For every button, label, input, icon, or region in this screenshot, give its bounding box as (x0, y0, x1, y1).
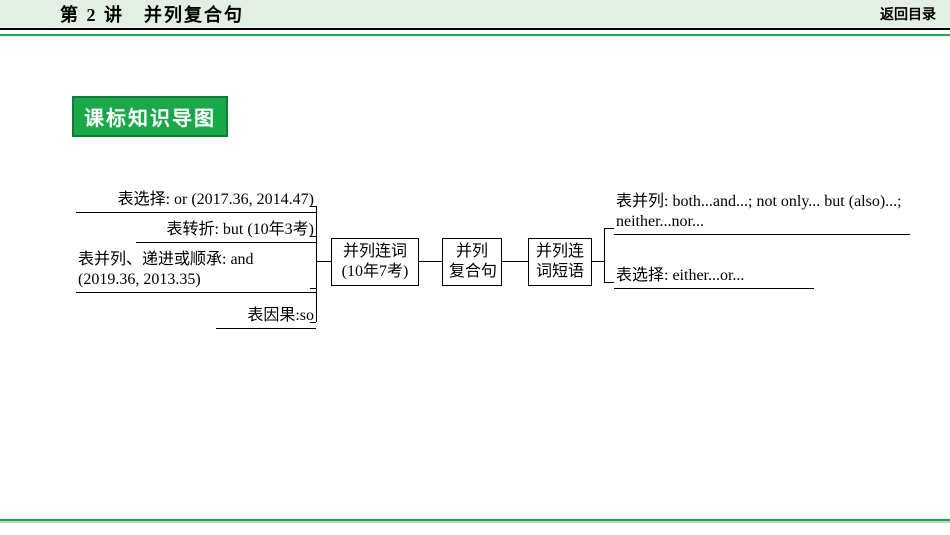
node-mid-right-l1: 并列连 (535, 242, 585, 262)
connector (604, 228, 614, 229)
node-mid-right: 并列连 词短语 (528, 238, 592, 286)
right-item-0-text: 表并列: both...and...; not only... but (als… (616, 193, 902, 230)
left-item-3: 表因果:so (216, 306, 316, 329)
knowledge-diagram: 并列 复合句 并列连词 (10年7考) 并列连 词短语 表选择: or (201… (0, 190, 950, 370)
node-mid-left-l2: (10年7考) (338, 262, 412, 282)
node-center: 并列 复合句 (442, 238, 502, 286)
page-title: 第 2 讲 并列复合句 (60, 1, 244, 27)
accent-divider (0, 34, 950, 36)
node-mid-left-l1: 并列连词 (338, 242, 412, 262)
connector (310, 236, 316, 237)
return-toc-link[interactable]: 返回目录 (880, 4, 936, 24)
connector (316, 206, 317, 322)
left-item-0-text: 表选择: or (2017.36, 2014.47) (118, 191, 314, 208)
connector (604, 282, 614, 283)
section-badge: 课标知识导图 (72, 96, 228, 137)
connector (310, 322, 316, 323)
node-center-l2: 复合句 (449, 262, 495, 282)
left-item-2: 表并列、递进或顺承: and (2019.36, 2013.35) (76, 250, 316, 293)
connector (310, 206, 316, 207)
left-item-2-text: 表并列、递进或顺承: and (2019.36, 2013.35) (78, 251, 254, 288)
node-center-l1: 并列 (449, 242, 495, 262)
left-item-1-text: 表转折: but (10年3考) (166, 221, 314, 238)
node-mid-left: 并列连词 (10年7考) (331, 238, 419, 286)
connector (310, 288, 316, 289)
connector (604, 228, 605, 282)
connector (502, 261, 528, 262)
left-item-0: 表选择: or (2017.36, 2014.47) (76, 190, 316, 213)
left-item-1: 表转折: but (10年3考) (136, 220, 316, 243)
node-mid-right-l2: 词短语 (535, 262, 585, 282)
connector (419, 261, 442, 262)
footer-accent (0, 519, 950, 523)
right-item-0: 表并列: both...and...; not only... but (als… (614, 192, 910, 235)
right-item-1: 表选择: either...or... (614, 266, 814, 289)
left-item-3-text: 表因果:so (247, 307, 314, 324)
right-item-1-text: 表选择: either...or... (616, 267, 744, 284)
connector (316, 261, 331, 262)
connector (592, 261, 604, 262)
